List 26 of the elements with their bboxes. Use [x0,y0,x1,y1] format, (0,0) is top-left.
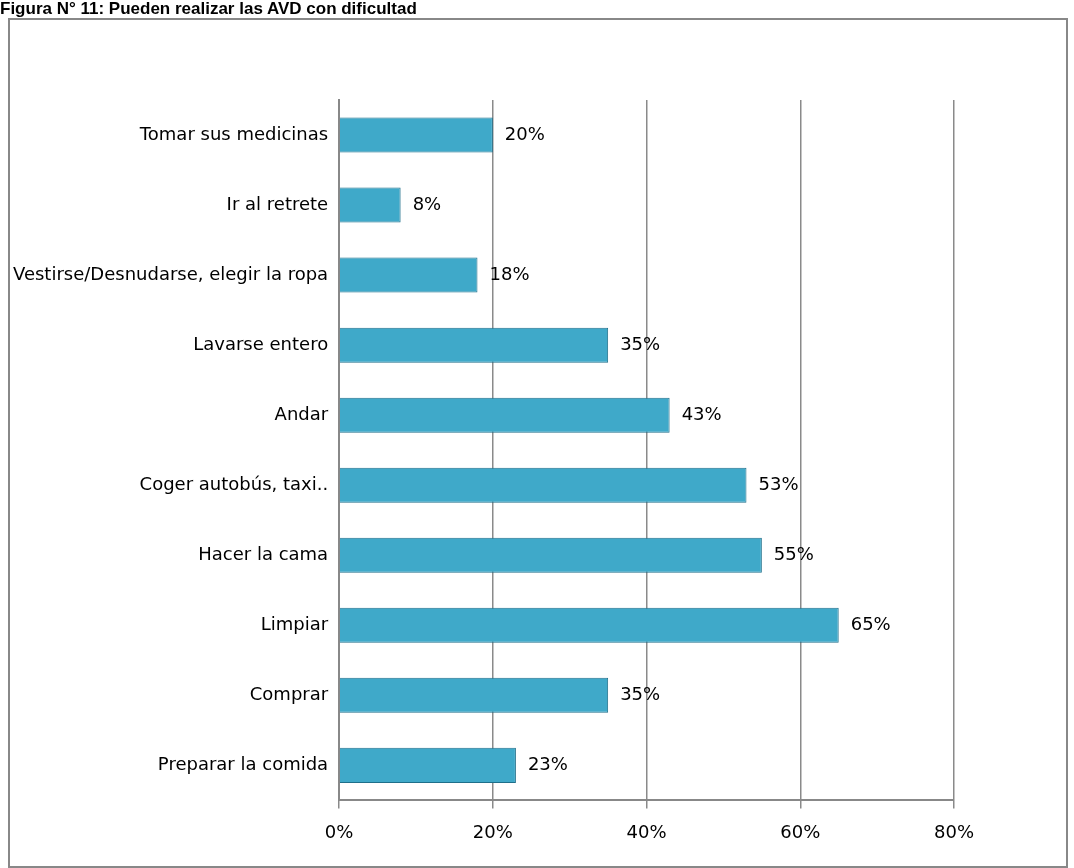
x-tick-label: 0% [324,820,354,842]
chart-title: Figura N° 11: Pueden realizar las AVD con dificultad [0,0,417,18]
data-label: 23% [527,753,568,775]
x-tick-label: 60% [780,820,821,842]
y-tick-label: Tomar sus medicinas [138,122,329,144]
data-label: 43% [681,402,722,424]
data-label: 35% [620,683,661,705]
data-label: 18% [489,262,530,284]
y-tick-label: Ir al retrete [226,192,329,214]
y-tick-label: Andar [274,402,329,424]
y-tick-label: Lavarse entero [193,332,329,354]
data-label: 53% [758,472,799,494]
data-label: 35% [620,332,661,354]
y-tick-label: Hacer la cama [198,542,329,564]
y-tick-label: Preparar la comida [157,753,329,775]
data-label: 20% [504,122,545,144]
y-tick-label: Comprar [249,683,329,705]
x-tick-label: 20% [472,820,513,842]
y-tick-label: Coger autobús, taxi.. [139,472,329,494]
data-label: 65% [850,612,891,634]
y-tick-label: Vestirse/Desnudarse, elegir la ropa [12,262,329,284]
data-label: 55% [773,542,814,564]
x-tick-label: 80% [933,820,975,842]
data-label: 8% [412,192,442,214]
y-tick-label: Limpiar [260,612,329,634]
x-tick-label: 40% [626,820,667,842]
